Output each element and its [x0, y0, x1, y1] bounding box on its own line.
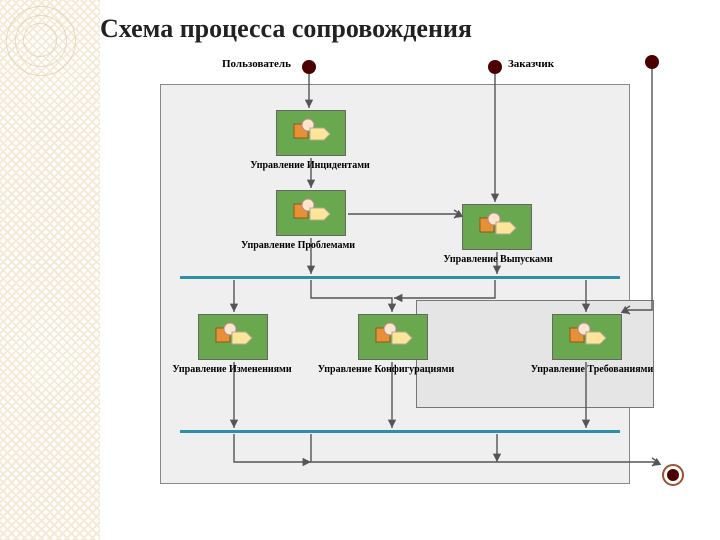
start-node-ext	[645, 55, 659, 69]
start-node-customer	[488, 60, 502, 74]
process-label-incidents: Управление Инцидентами	[240, 160, 380, 171]
process-incidents	[276, 110, 346, 156]
process-label-changes: Управление Изменениями	[162, 364, 302, 375]
process-releases	[462, 204, 532, 250]
process-label-configs: Управление Конфигурациями	[316, 364, 456, 375]
process-requirements	[552, 314, 622, 360]
process-changes	[198, 314, 268, 360]
start-node-user	[302, 60, 316, 74]
process-problems	[276, 190, 346, 236]
label-customer: Заказчик	[508, 58, 554, 70]
process-configs	[358, 314, 428, 360]
process-label-requirements: Управление Требованиями	[522, 364, 662, 375]
process-label-problems: Управление Проблемами	[228, 240, 368, 251]
label-user: Пользователь	[222, 58, 291, 70]
arrows-layer	[0, 0, 720, 540]
process-label-releases: Управление Выпусками	[428, 254, 568, 265]
end-node-dot	[667, 469, 679, 481]
